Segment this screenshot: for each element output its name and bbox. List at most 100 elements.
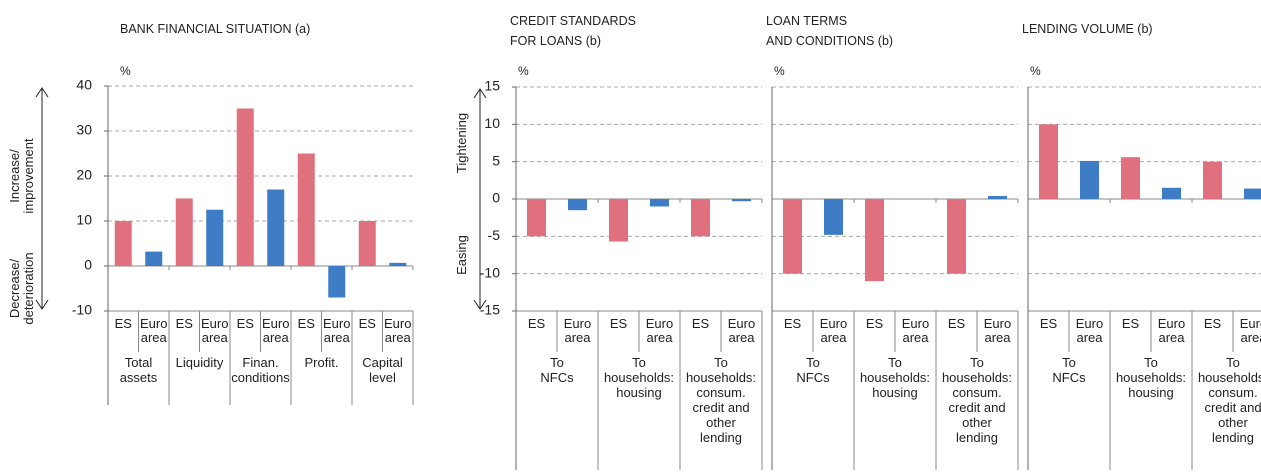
group-label-line: lending bbox=[700, 430, 742, 445]
group-label: Capital level bbox=[362, 355, 403, 385]
sub-label-box: Euro area bbox=[1076, 317, 1103, 345]
group-label-line: credit and bbox=[692, 400, 749, 415]
series-label: ES bbox=[358, 317, 376, 331]
group-label-line: households: bbox=[686, 370, 756, 385]
annotation-down-line: Easing bbox=[454, 235, 469, 275]
series-label: Euro area bbox=[645, 317, 674, 345]
bar bbox=[988, 196, 1007, 199]
group-label-line: conditions bbox=[231, 370, 290, 385]
bar bbox=[691, 199, 710, 237]
group-label: Total assets bbox=[120, 355, 158, 385]
group-label-line: households: bbox=[604, 370, 674, 385]
series-label: Euro area bbox=[1239, 317, 1261, 345]
bar bbox=[297, 153, 315, 266]
annotation-up: Tightening bbox=[454, 113, 469, 173]
y-tick-label: 15 bbox=[484, 78, 500, 94]
panel-title: LENDING VOLUME (b) bbox=[1022, 22, 1153, 36]
group-label: Liquidity bbox=[176, 355, 224, 370]
y-tick-label: 20 bbox=[76, 167, 92, 183]
unit-label: % bbox=[120, 64, 131, 78]
panel-title-line: CREDIT STANDARDS bbox=[510, 14, 636, 28]
group-label: To households: housing bbox=[860, 355, 930, 400]
annotation-up-line: Tightening bbox=[454, 113, 469, 173]
bar bbox=[236, 108, 254, 266]
y-tick-label: -10 bbox=[72, 302, 92, 318]
group-label-line: To bbox=[632, 355, 646, 370]
bar bbox=[358, 221, 376, 266]
group-label-line: lending bbox=[956, 430, 998, 445]
series-label: ES bbox=[947, 317, 966, 331]
group-label-line: credit and bbox=[1204, 400, 1261, 415]
sub-label-box: ES bbox=[1203, 317, 1222, 331]
y-tick-label: -5 bbox=[488, 227, 501, 243]
series-label: Euro area bbox=[384, 317, 412, 345]
sub-label-box: Euro area bbox=[727, 317, 756, 345]
bar bbox=[783, 199, 802, 274]
group-label-line: Profit. bbox=[305, 355, 339, 370]
group-label: To households: housing bbox=[604, 355, 674, 400]
series-label: Euro area bbox=[1157, 317, 1186, 345]
bar bbox=[732, 199, 751, 202]
group-label-line: housing bbox=[616, 385, 662, 400]
bar bbox=[1080, 160, 1099, 199]
group-label-line: To bbox=[970, 355, 984, 370]
bar bbox=[1244, 188, 1261, 199]
bar bbox=[145, 251, 163, 266]
group-label-line: other bbox=[962, 415, 992, 430]
group-label-line: Capital bbox=[362, 355, 403, 370]
series-label: ES bbox=[175, 317, 193, 331]
panel-title-line: LENDING VOLUME (b) bbox=[1022, 22, 1153, 36]
series-label: ES bbox=[609, 317, 628, 331]
series-label: ES bbox=[236, 317, 254, 331]
group-label-line: other bbox=[1218, 415, 1248, 430]
series-label: ES bbox=[114, 317, 132, 331]
group-label-line: consum. bbox=[696, 385, 745, 400]
bar bbox=[865, 199, 884, 282]
series-label: Euro area bbox=[727, 317, 756, 345]
sub-label-box: Euro area bbox=[645, 317, 674, 345]
sub-label-box: ES bbox=[1039, 317, 1058, 331]
sub-label-box: ES bbox=[175, 317, 193, 331]
bar bbox=[1121, 157, 1140, 199]
group-label-line: households: bbox=[942, 370, 1012, 385]
series-label: ES bbox=[1203, 317, 1222, 331]
y-tick-label: 0 bbox=[492, 190, 500, 206]
group-label: Finan. conditions bbox=[231, 355, 290, 385]
sub-label-box: ES bbox=[1122, 317, 1139, 331]
group-label: To NFCs bbox=[540, 355, 574, 385]
group-label-line: credit and bbox=[948, 400, 1005, 415]
bar bbox=[1039, 124, 1058, 199]
arrow-head bbox=[473, 88, 487, 99]
group-label-line: To bbox=[714, 355, 728, 370]
y-tick-label: 10 bbox=[484, 115, 500, 131]
panel-title-line: AND CONDITIONS (b) bbox=[766, 34, 893, 48]
bar bbox=[175, 198, 193, 266]
bar bbox=[328, 266, 346, 298]
annotation-up: Increase/improvement bbox=[7, 138, 36, 214]
series-label: ES bbox=[1039, 317, 1058, 331]
panel-title: LOAN TERMS AND CONDITIONS (b) bbox=[766, 14, 893, 48]
series-label: ES bbox=[297, 317, 315, 331]
sub-label-box: ES bbox=[297, 317, 315, 331]
sub-label-box: ES bbox=[947, 317, 966, 331]
group-label-line: households: bbox=[1198, 370, 1261, 385]
sub-label-box: Euro area bbox=[262, 317, 289, 345]
series-label: ES bbox=[783, 317, 802, 331]
group-label-line: housing bbox=[872, 385, 918, 400]
sub-label-box: Euro area bbox=[384, 317, 412, 345]
arrow-head bbox=[35, 299, 49, 310]
bar bbox=[1203, 161, 1222, 199]
bar bbox=[267, 189, 285, 266]
bar bbox=[206, 209, 224, 266]
sub-label-box: Euro area bbox=[902, 317, 929, 345]
group-label: Profit. bbox=[305, 355, 339, 370]
unit-label: % bbox=[774, 64, 785, 78]
y-tick-label: 10 bbox=[76, 212, 92, 228]
bar bbox=[389, 262, 407, 266]
series-label: ES bbox=[527, 317, 546, 331]
group-label-line: To bbox=[1144, 355, 1158, 370]
series-label: ES bbox=[691, 317, 710, 331]
group-label-line: To bbox=[550, 355, 564, 370]
sub-label-box: Euro area bbox=[1157, 317, 1186, 345]
arrow-head bbox=[473, 299, 487, 310]
